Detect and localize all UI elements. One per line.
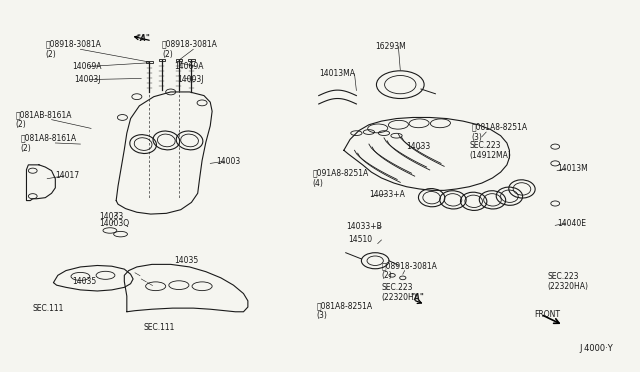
Text: 16293M: 16293M: [375, 42, 406, 51]
Text: SEC.111: SEC.111: [143, 323, 175, 332]
Text: J 4000·Y: J 4000·Y: [580, 344, 614, 353]
Text: "A": "A": [410, 293, 424, 302]
Text: 14003J: 14003J: [177, 75, 204, 84]
Bar: [159, 59, 165, 61]
Text: Ⓒ08918-3081A
(2): Ⓒ08918-3081A (2): [45, 39, 101, 59]
Text: 14033+A: 14033+A: [369, 189, 404, 199]
Text: FRONT: FRONT: [534, 310, 561, 319]
Text: Ⓒ08918-3081A
(2): Ⓒ08918-3081A (2): [162, 39, 218, 59]
Text: Ⓒ081A8-8161A
(2): Ⓒ081A8-8161A (2): [20, 133, 76, 153]
Text: 14510: 14510: [348, 235, 372, 244]
Text: 14035: 14035: [175, 256, 199, 265]
Bar: [188, 59, 195, 61]
Bar: [176, 59, 182, 61]
Text: 14035: 14035: [72, 277, 97, 286]
Text: SEC.223
(22320H): SEC.223 (22320H): [381, 283, 417, 302]
Text: 14033: 14033: [406, 142, 431, 151]
Text: 14040E: 14040E: [557, 219, 586, 228]
Text: Ⓒ081A8-8251A
(3): Ⓒ081A8-8251A (3): [472, 122, 528, 142]
Text: SEC.223
(14912MA): SEC.223 (14912MA): [469, 141, 511, 160]
Text: SEC.111: SEC.111: [33, 304, 64, 312]
Text: Ⓒ08918-3081A
(2): Ⓒ08918-3081A (2): [381, 261, 437, 280]
Text: Ⓒ091A8-8251A
(4): Ⓒ091A8-8251A (4): [312, 168, 369, 188]
Text: 14013MA: 14013MA: [319, 69, 355, 78]
Bar: [147, 61, 152, 63]
Text: 14003: 14003: [216, 157, 241, 166]
Text: Ⓒ081A8-8251A
(3): Ⓒ081A8-8251A (3): [317, 301, 373, 320]
Text: 14003J: 14003J: [74, 75, 100, 84]
Text: 14069A: 14069A: [72, 62, 102, 71]
Text: SEC.223
(22320HA): SEC.223 (22320HA): [547, 272, 588, 291]
Text: 14003Q: 14003Q: [99, 219, 129, 228]
Text: 14013M: 14013M: [557, 164, 588, 173]
Text: 14017: 14017: [55, 171, 79, 180]
Text: 14033+B: 14033+B: [346, 222, 382, 231]
Text: 14069A: 14069A: [175, 62, 204, 71]
Text: "A": "A": [136, 34, 150, 43]
Text: Ⓒ081AB-8161A
(2): Ⓒ081AB-8161A (2): [16, 110, 72, 129]
Text: 14033: 14033: [99, 212, 124, 221]
